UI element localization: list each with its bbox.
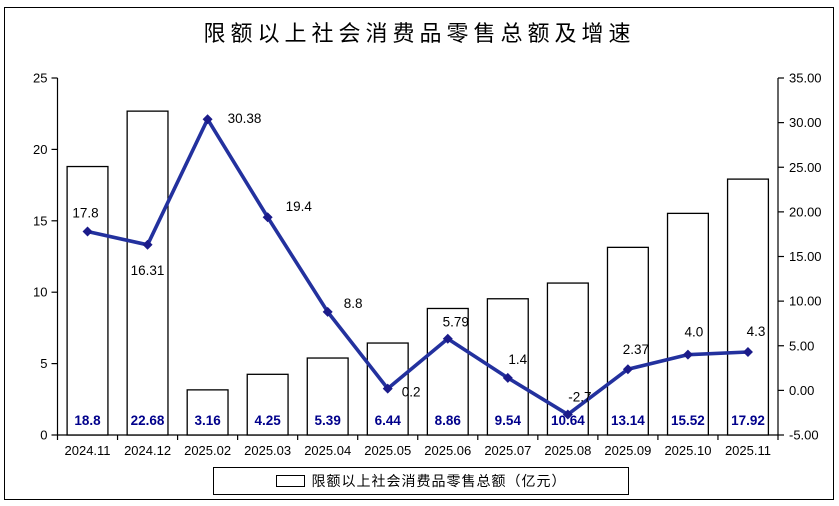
line-series: 17.8 16.31 30.38 19.4 8.8 0.2 5.79 1.4 -2.7 2.37 4…	[72, 111, 766, 420]
x-axis-category-label: 2025.04	[304, 443, 351, 458]
line-point-label: 17.8	[72, 206, 98, 221]
chart-border-frame	[4, 7, 834, 500]
x-axis-category-label: 2025.10	[664, 443, 711, 458]
bar	[186, 389, 229, 436]
line-point-label: 2.37	[623, 342, 649, 357]
line-point-label: 8.8	[344, 296, 363, 311]
left-axis-tick-label: 20	[33, 142, 47, 157]
bar-value-label: 6.44	[375, 413, 402, 428]
right-axis-tick-label: -5.00	[789, 428, 819, 443]
left-axis-tick-label: 25	[33, 71, 47, 86]
x-axis-category-label: 2024.11	[65, 443, 111, 458]
right-axis-tick-label: 0.00	[789, 383, 814, 398]
bar	[426, 307, 469, 436]
bar-value-label: 22.68	[131, 413, 165, 428]
bar-value-label: 5.39	[315, 413, 341, 428]
line-point-label: 1.4	[508, 352, 527, 367]
line-point-label: -2.7	[568, 389, 591, 404]
bar	[726, 178, 770, 436]
line-point-label: 4.3	[747, 324, 766, 339]
bar-value-label: 18.8	[74, 413, 101, 428]
line-marker-diamond	[262, 212, 273, 223]
right-axis-tick-label: 15.00	[789, 249, 822, 264]
bar	[306, 357, 349, 436]
line-marker-diamond	[82, 226, 93, 237]
line-marker-diamond	[682, 349, 693, 360]
bar-value-label: 3.16	[194, 413, 221, 428]
bar-value-label: 8.86	[435, 413, 462, 428]
legend-bar-swatch-icon	[275, 475, 305, 487]
line-marker-diamond	[742, 346, 753, 357]
axes: 0 5 10 15 20 25 -5.00 0.00 5.00 10.00 15.00 20.00 25…	[33, 71, 822, 459]
right-axis-tick-label: 20.00	[789, 204, 822, 219]
line-marker-diamond	[562, 409, 573, 420]
right-axis-tick-label: 35.00	[789, 71, 822, 86]
line-marker-diamond	[442, 333, 453, 344]
line-marker-diamond	[142, 239, 153, 250]
x-axis-category-label: 2025.09	[604, 443, 651, 458]
x-axis-category-label: 2025.11	[725, 443, 771, 458]
x-axis-category-label: 2025.02	[184, 443, 231, 458]
bar-value-label: 9.54	[495, 413, 522, 428]
left-axis-tick-label: 0	[40, 428, 47, 443]
x-axis-category-label: 2025.06	[424, 443, 471, 458]
bar-value-label: 17.92	[731, 413, 765, 428]
x-axis-category-label: 2024.12	[124, 443, 171, 458]
right-axis-tick-label: 25.00	[789, 160, 822, 175]
chart-title: 限额以上社会消费品零售总额及增速	[203, 21, 636, 46]
bar-value-label: 10.64	[551, 413, 585, 428]
line-point-label: 19.4	[286, 199, 313, 214]
right-axis-tick-label: 30.00	[789, 115, 822, 130]
growth-line	[87, 117, 749, 417]
line-marker-diamond	[382, 383, 393, 394]
line-point-label: 0.2	[402, 385, 421, 400]
bar-value-label: 4.25	[255, 413, 282, 428]
bar	[246, 373, 289, 436]
x-axis-category-label: 2025.08	[544, 443, 591, 458]
bar	[666, 212, 710, 436]
line-point-label: 30.38	[228, 111, 262, 126]
x-axis-category-label: 2025.07	[484, 443, 531, 458]
x-axis-category-label: 2025.03	[244, 443, 291, 458]
line-point-label: 4.0	[685, 325, 704, 340]
line-point-label: 16.31	[131, 263, 165, 278]
line-point-label: 5.79	[443, 315, 469, 330]
bar	[66, 165, 109, 436]
line-marker-diamond	[622, 364, 633, 375]
bar-value-label: 13.14	[611, 413, 645, 428]
right-axis-tick-label: 5.00	[789, 338, 814, 353]
x-axis-category-label: 2025.05	[364, 443, 411, 458]
bar	[606, 246, 649, 436]
legend: 限额以上社会消费品零售总额（亿元）	[213, 467, 629, 495]
left-axis-tick-label: 5	[40, 356, 47, 371]
line-marker-diamond	[202, 114, 213, 125]
bar-series: 18.8 22.68 3.16 4.25 5.39 6.44 8.86 9.54 10.64 13…	[66, 110, 770, 436]
bar	[126, 110, 169, 436]
right-axis-tick-label: 10.00	[789, 294, 822, 309]
left-axis-tick-label: 15	[33, 213, 47, 228]
left-axis-tick-label: 10	[33, 285, 47, 300]
line-marker-diamond	[502, 372, 513, 383]
legend-bar-label: 限额以上社会消费品零售总额（亿元）	[311, 473, 567, 489]
line-marker-diamond	[322, 306, 333, 317]
bar-value-label: 15.52	[671, 413, 705, 428]
